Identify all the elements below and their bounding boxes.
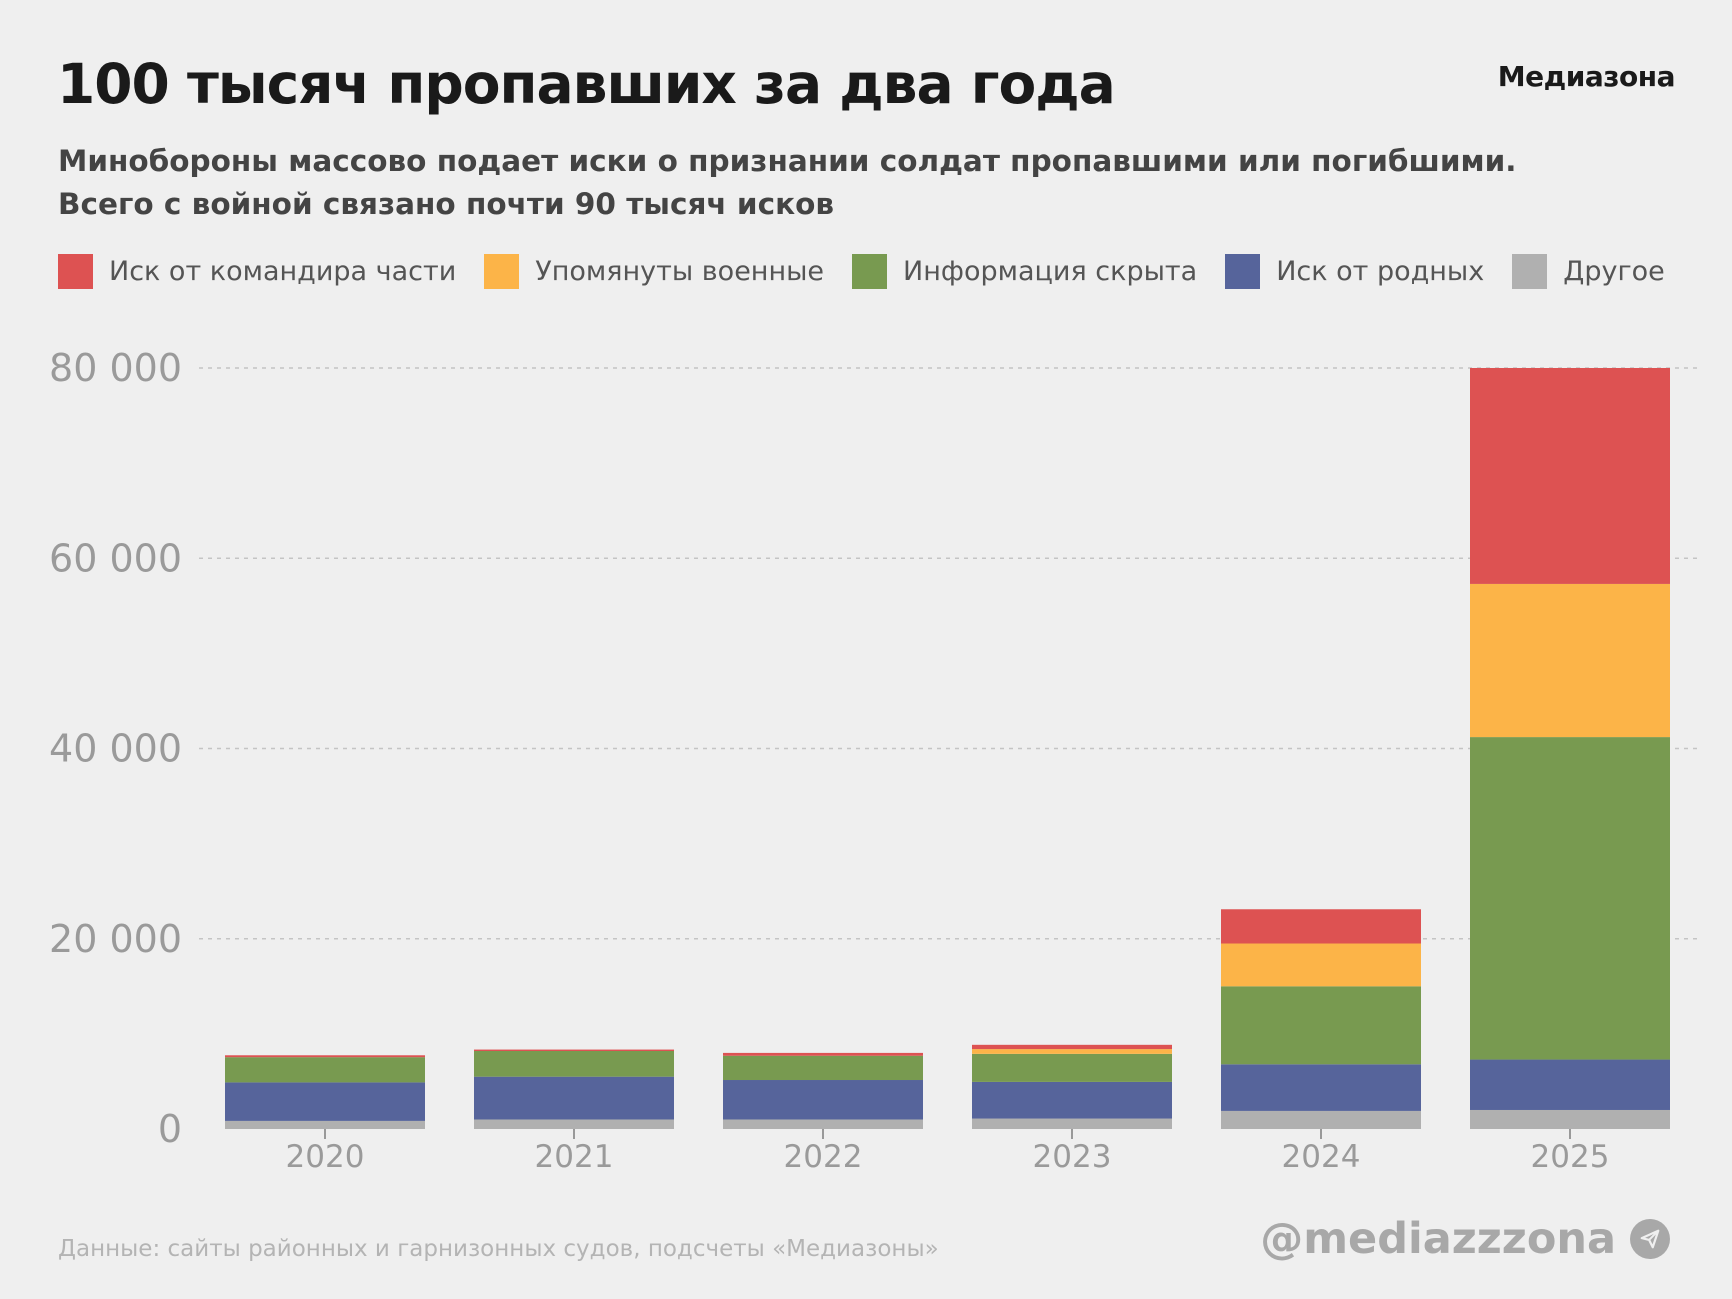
bar-segment xyxy=(1221,1110,1421,1129)
legend-swatch xyxy=(58,254,93,289)
x-tick-label: 2021 xyxy=(535,1139,614,1175)
bar-segment xyxy=(225,1082,425,1121)
legend-item: Информация скрыта xyxy=(852,254,1197,289)
bar-segment xyxy=(972,1044,1172,1050)
bar-segment xyxy=(1470,1109,1670,1129)
bar-segment xyxy=(723,1052,923,1056)
x-tick-label: 2022 xyxy=(784,1139,863,1175)
bar-segment xyxy=(1221,943,1421,987)
source-note: Данные: сайты районных и гарнизонных суд… xyxy=(58,1236,939,1262)
handle-text: @mediazzzona xyxy=(1260,1214,1616,1264)
y-tick-label: 0 xyxy=(158,1107,182,1151)
bar-segment xyxy=(1470,737,1670,1060)
brand-logo: Медиазона xyxy=(1497,60,1676,93)
y-tick-label: 20 000 xyxy=(49,917,182,961)
subtitle-line-1: Минобороны массово подает иски о признан… xyxy=(58,144,1517,178)
legend-swatch xyxy=(484,254,520,289)
x-tick-label: 2025 xyxy=(1531,1139,1610,1175)
telegram-icon xyxy=(1630,1219,1670,1259)
bar-segment xyxy=(723,1119,923,1129)
subtitle-line-2: Всего с войной связано почти 90 тысяч ис… xyxy=(58,187,835,221)
legend-label: Иск от командира части xyxy=(109,256,457,287)
bar-segment xyxy=(972,1049,1172,1054)
x-tick-label: 2020 xyxy=(286,1139,365,1175)
bar-segment xyxy=(723,1080,923,1120)
chart-title: 100 тысяч пропавших за два года xyxy=(57,52,1116,116)
legend-item: Другое xyxy=(1512,254,1665,289)
y-tick-label: 60 000 xyxy=(49,536,182,580)
legend-swatch xyxy=(1512,254,1548,289)
bar-segment xyxy=(1221,909,1421,944)
bar-segment xyxy=(225,1057,425,1083)
legend-label: Иск от родных xyxy=(1276,256,1485,287)
legend-swatch xyxy=(1225,254,1261,289)
bar-segment xyxy=(1470,1059,1670,1110)
bar-segment xyxy=(225,1120,425,1129)
bar-segment xyxy=(474,1050,674,1077)
y-tick-label: 80 000 xyxy=(49,346,182,390)
bar-segment xyxy=(474,1119,674,1129)
telegram-handle[interactable]: @mediazzzona xyxy=(1260,1214,1670,1264)
bar-segment xyxy=(1221,986,1421,1065)
legend-label: Другое xyxy=(1563,256,1665,287)
bar-segment xyxy=(1221,1064,1421,1111)
bar-segment xyxy=(474,1049,674,1051)
legend-label: Информация скрыта xyxy=(903,256,1198,287)
x-tick-label: 2024 xyxy=(1282,1139,1361,1175)
y-tick-label: 40 000 xyxy=(49,727,182,771)
bar-segment xyxy=(972,1118,1172,1129)
legend-item: Упомянуты военные xyxy=(484,254,824,289)
chart-subtitle: Минобороны массово подает иски о признан… xyxy=(58,140,1517,226)
bar-segment xyxy=(474,1076,674,1120)
bar-segment xyxy=(1470,368,1670,584)
x-tick-label: 2023 xyxy=(1033,1139,1112,1175)
legend-item: Иск от родных xyxy=(1225,254,1484,289)
legend: Иск от командира части Упомянуты военные И… xyxy=(58,254,1693,289)
legend-item: Иск от командира части xyxy=(58,254,456,289)
bar-segment xyxy=(972,1053,1172,1082)
legend-label: Упомянуты военные xyxy=(535,256,825,287)
bar-segment xyxy=(225,1055,425,1058)
bar-segment xyxy=(723,1055,923,1081)
legend-swatch xyxy=(852,254,888,289)
bar-segment xyxy=(1470,583,1670,738)
bar-segment xyxy=(972,1081,1172,1119)
